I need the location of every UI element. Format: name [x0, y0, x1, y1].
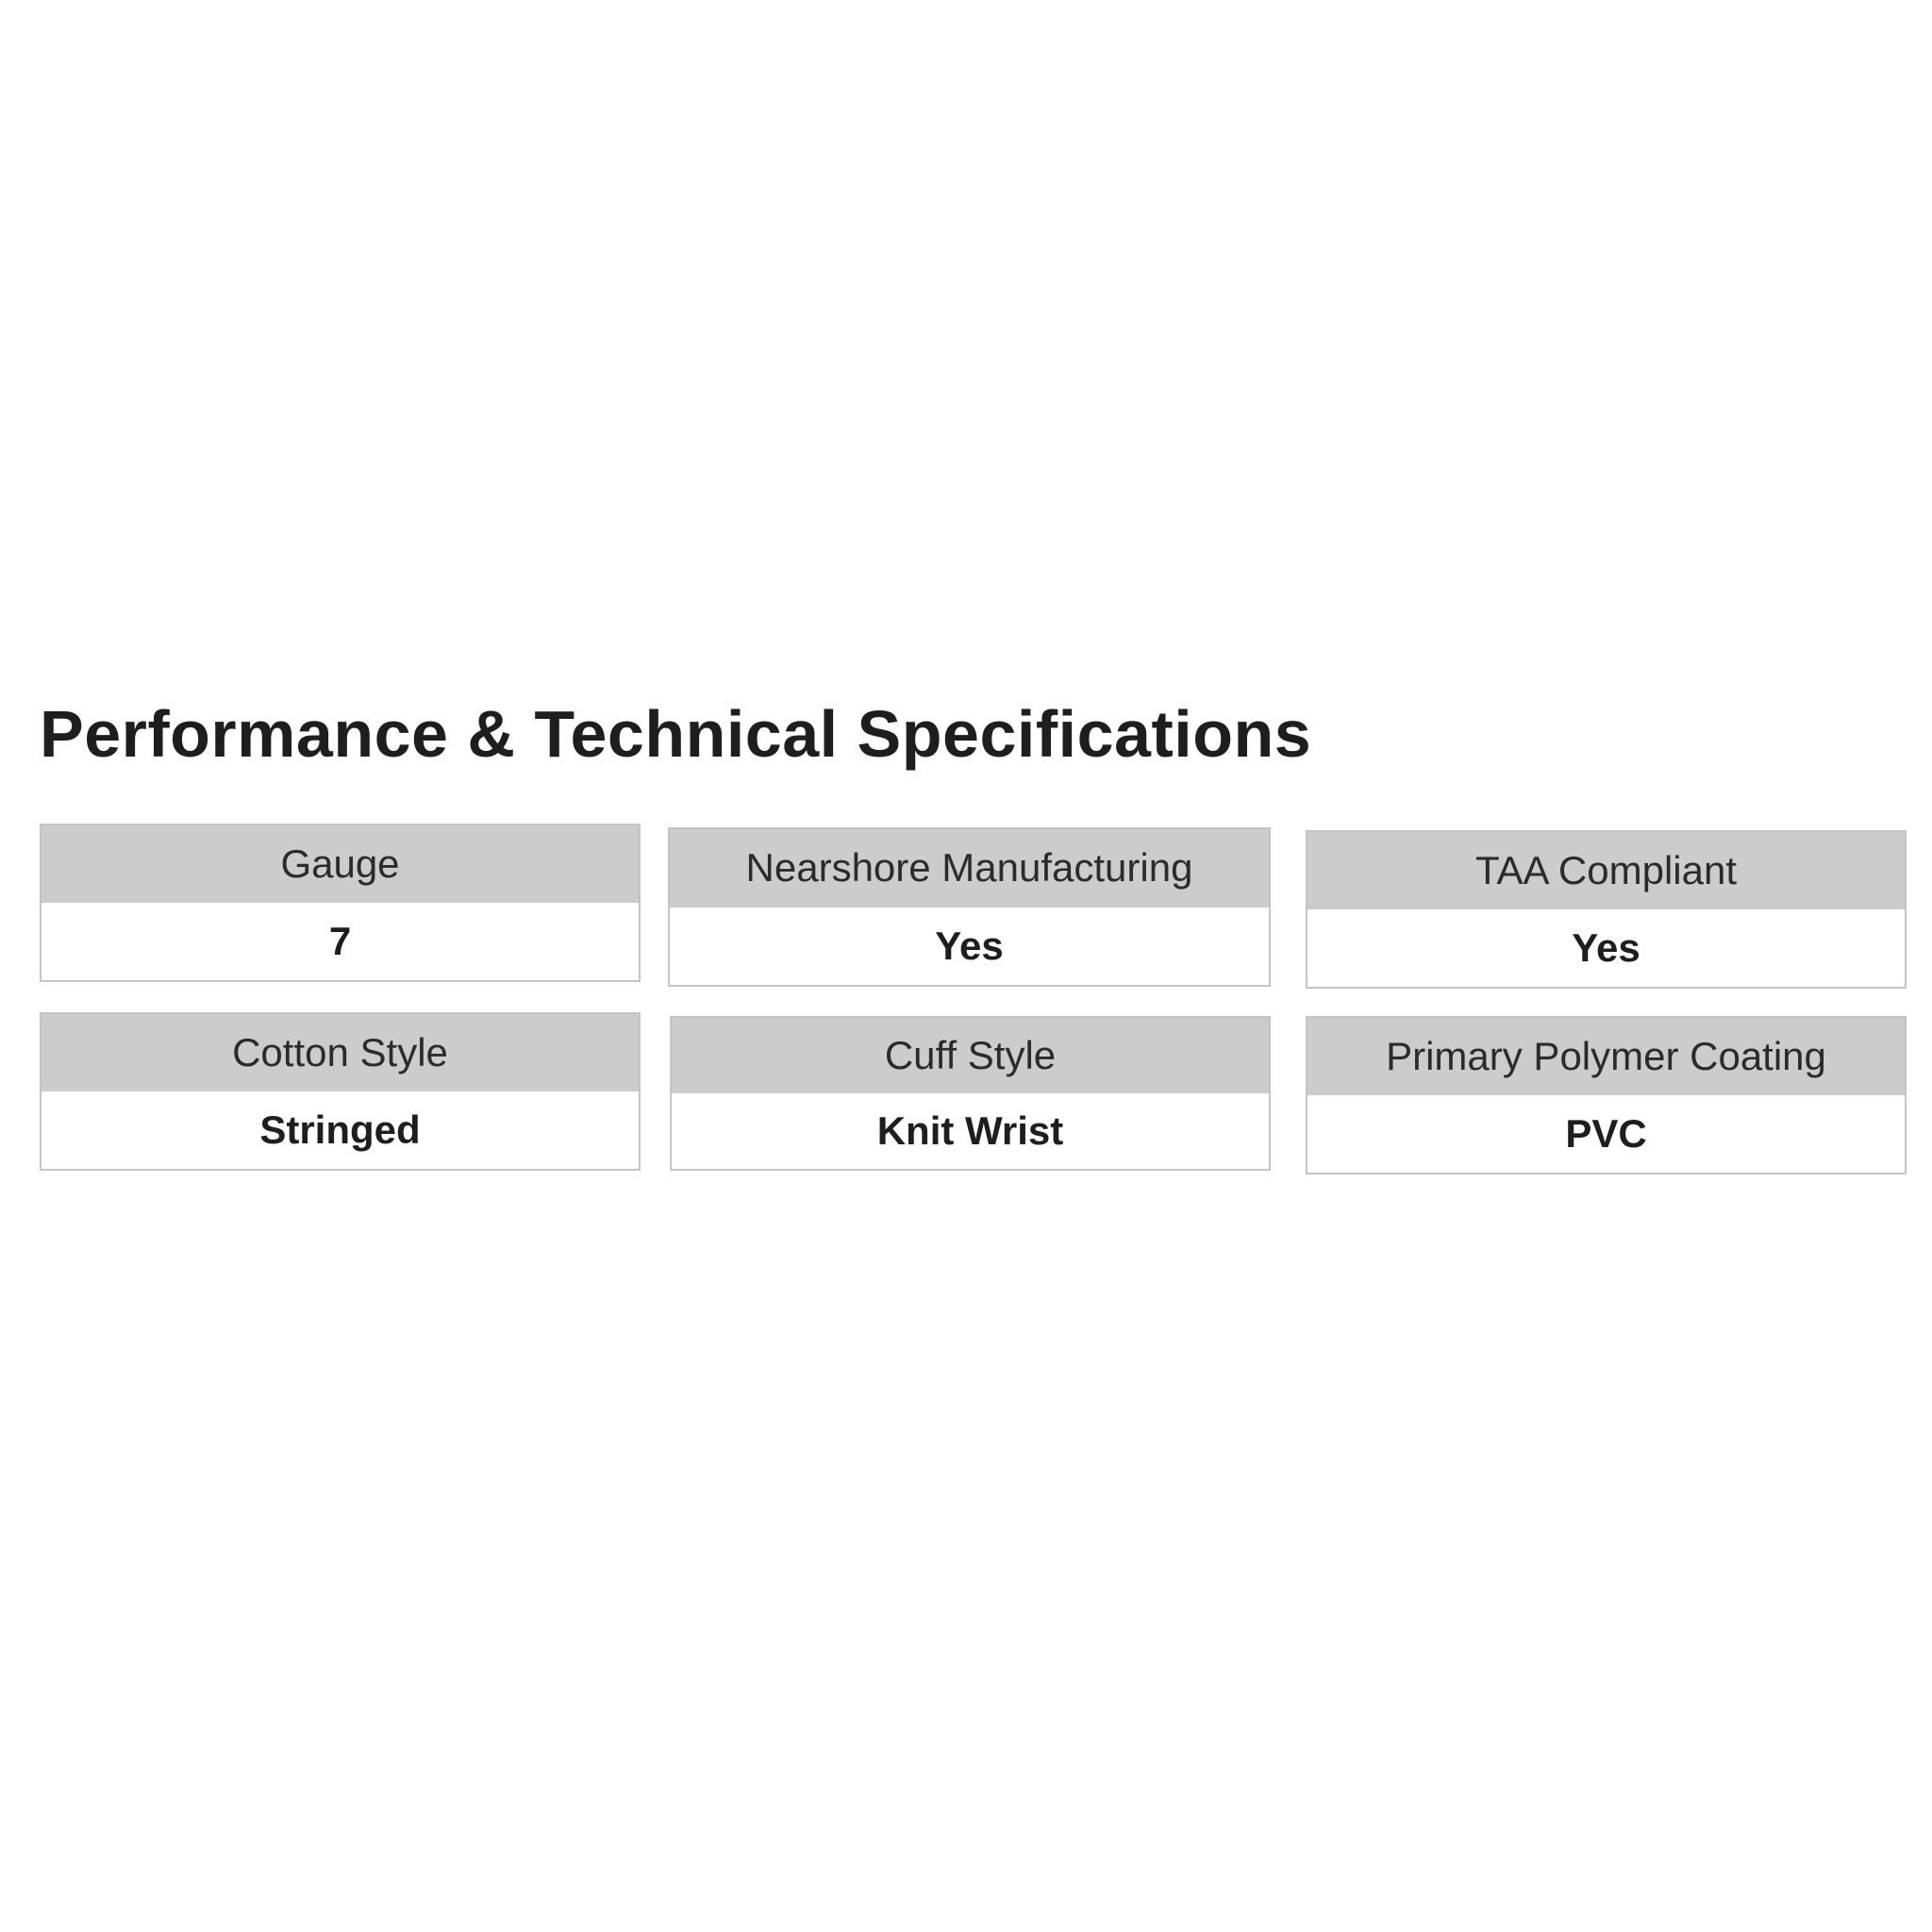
spec-label: Primary Polymer Coating: [1307, 1018, 1905, 1095]
spec-card-cuff-style: Cuff Style Knit Wrist: [670, 1016, 1271, 1171]
spec-card-taa-compliant: TAA Compliant Yes: [1306, 830, 1907, 989]
spec-label: Gauge: [42, 825, 639, 903]
spec-value: Stringed: [259, 1108, 421, 1152]
spec-value: 7: [328, 919, 352, 963]
spec-value: Yes: [935, 923, 1004, 968]
spec-label: Cotton Style: [42, 1014, 639, 1091]
spec-card-nearshore-manufacturing: Nearshore Manufacturing Yes: [668, 827, 1271, 987]
spec-card-gauge: Gauge 7: [40, 824, 641, 982]
spec-card-primary-polymer-coating: Primary Polymer Coating PVC: [1306, 1016, 1907, 1174]
spec-value: Yes: [1572, 925, 1641, 970]
spec-value: Knit Wrist: [876, 1108, 1064, 1153]
spec-value: PVC: [1565, 1111, 1647, 1156]
section-title: Performance & Technical Specifications: [40, 697, 1312, 771]
spec-label: Cuff Style: [672, 1018, 1269, 1093]
spec-label: Nearshore Manufacturing: [670, 829, 1269, 908]
spec-label: TAA Compliant: [1307, 832, 1905, 909]
spec-card-cotton-style: Cotton Style Stringed: [40, 1012, 641, 1171]
